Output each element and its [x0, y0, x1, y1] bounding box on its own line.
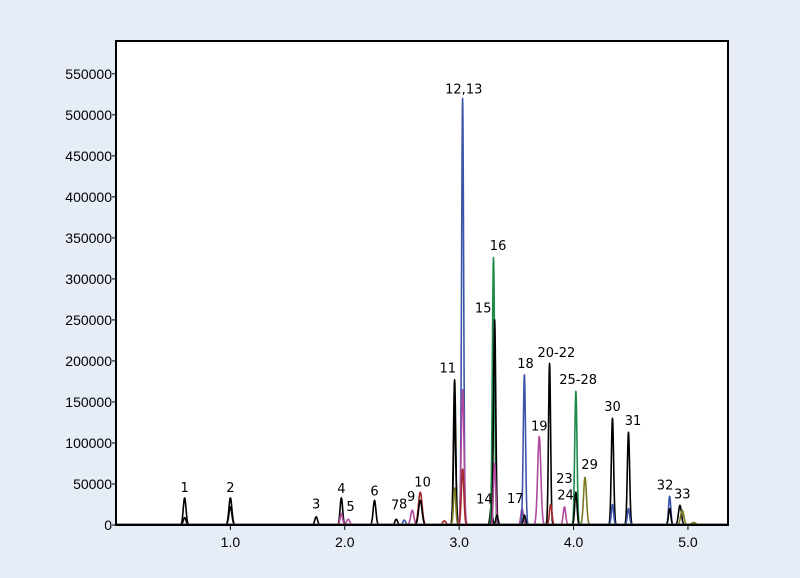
x-tick-label: 5.0 — [678, 534, 698, 550]
peak-number-label: 3 — [312, 498, 320, 513]
peak-number-label: 32 — [657, 479, 674, 494]
peak-number-label: 10 — [414, 475, 431, 490]
peak-number-label: 19 — [531, 420, 548, 435]
peak-number-label: 11 — [439, 361, 456, 376]
peak-number-label: 31 — [625, 414, 642, 429]
peak-number-label: 1 — [180, 481, 188, 496]
peak-number-label: 25-28 — [559, 373, 597, 388]
x-axis-ticks: 1.0 2.0 3.0 4.0 5.0 — [221, 525, 698, 550]
y-axis-ticks: 0 50000 100000 150000 200000 250000 300000 3500… — [65, 66, 116, 533]
peak-number-label: 16 — [490, 239, 507, 254]
peak-number-label: 23 — [556, 472, 573, 487]
y-tick-label: 400000 — [65, 189, 112, 205]
peak-number-label: 9 — [407, 490, 415, 505]
plot-frame — [115, 40, 729, 526]
peak-number-label: 8 — [399, 498, 407, 513]
chromatogram-peak — [532, 435, 547, 526]
peak-number-label: 15 — [475, 301, 492, 316]
peak-number-label: 7 — [391, 498, 399, 513]
peak-number-label: 4 — [337, 482, 345, 497]
peak-number-label: 20-22 — [538, 346, 576, 361]
peak-number-label: 30 — [604, 400, 621, 415]
y-tick-label: 0 — [104, 517, 112, 533]
x-tick-label: 1.0 — [221, 534, 241, 550]
y-tick-label: 350000 — [65, 230, 112, 246]
peak-number-label: 5 — [346, 500, 354, 515]
y-tick-label: 500000 — [65, 107, 112, 123]
y-tick-label: 250000 — [65, 312, 112, 328]
plot-area — [116, 41, 728, 525]
peak-number-label: 14 — [476, 493, 493, 508]
y-tick-label: 150000 — [65, 394, 112, 410]
peak-number-label: 12,13 — [445, 82, 482, 97]
peak-number-label: 17 — [507, 492, 524, 507]
y-tick-label: 550000 — [65, 66, 112, 82]
peak-number-label: 2 — [226, 481, 234, 496]
x-tick-label: 3.0 — [449, 534, 469, 550]
x-tick-label: 4.0 — [564, 534, 584, 550]
chromatogram-peak — [518, 374, 530, 526]
y-tick-label: 300000 — [65, 271, 112, 287]
y-tick-label: 50000 — [73, 476, 112, 492]
y-tick-label: 100000 — [65, 435, 112, 451]
peak-number-label: 33 — [674, 488, 691, 503]
peak-number-label: 29 — [581, 458, 598, 473]
y-tick-label: 200000 — [65, 353, 112, 369]
peak-number-label: 18 — [517, 357, 534, 372]
peak-number-label: 6 — [370, 484, 378, 499]
x-tick-label: 2.0 — [335, 534, 355, 550]
y-tick-label: 450000 — [65, 148, 112, 164]
peak-number-label: 24 — [557, 488, 574, 503]
